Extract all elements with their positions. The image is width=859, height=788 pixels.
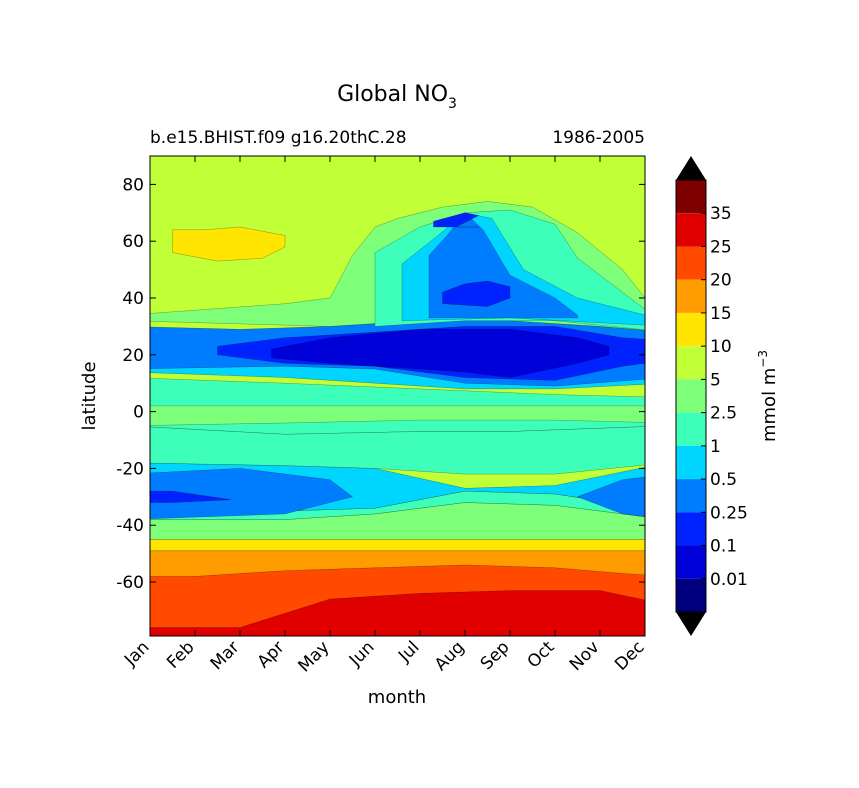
colorbar-tick-label: 0.01: [710, 570, 748, 590]
y-axis: 80 60 40 20 0 -20 -40 -60: [116, 175, 645, 593]
chart-title: Global NO3: [337, 82, 457, 112]
colorbar-tick-label: 0.5: [710, 470, 737, 490]
y-tick-label: 0: [133, 403, 144, 423]
colorbar-over-arrow: [676, 156, 706, 180]
colorbar-tick-label: 25: [710, 237, 732, 257]
colorbar-tick-label: 2.5: [710, 404, 737, 424]
colorbar-tick-label: 10: [710, 337, 732, 357]
colorbar-tick-label: 5: [710, 370, 721, 390]
band-2.5-5-equator: [150, 405, 645, 426]
colorbar-swatch: [676, 346, 706, 380]
colorbar-swatch: [676, 279, 706, 313]
colorbar-swatch: [676, 578, 706, 612]
x-tick-label: Aug: [431, 637, 469, 675]
colorbar-tick-label: 35: [710, 204, 732, 224]
band-0.25-0.5-south-east: [576, 476, 645, 517]
band-1-2.5-south-mid: [150, 426, 645, 475]
band-0.25-0.5-south-west: [150, 468, 353, 519]
colorbar-label-superscript: −3: [756, 350, 770, 368]
subtitle-right: 1986-2005: [552, 128, 645, 148]
plot-frame: [149, 155, 646, 637]
colorbar-swatch: [676, 445, 706, 480]
band-0.1-0.25-south: [150, 490, 232, 503]
subtitle-left: b.e15.BHIST.f09 g16.20thC.28: [150, 128, 407, 148]
y-tick-label: 80: [122, 175, 144, 195]
colorbar-swatch: [676, 312, 706, 347]
x-tick-label: Nov: [566, 637, 604, 675]
colorbar-swatch: [676, 246, 706, 280]
colorbar-label: mmol m−3: [756, 350, 780, 442]
x-axis-label: month: [368, 687, 426, 708]
x-tick-label: Feb: [163, 637, 198, 672]
band-25-35: [150, 590, 645, 636]
colorbar-swatch: [676, 412, 706, 446]
y-tick-label: 60: [122, 232, 144, 252]
y-tick-label: -40: [116, 516, 144, 536]
colorbar-tick-label: 1: [710, 437, 721, 457]
band-10-15: [150, 539, 645, 551]
colorbar-swatch: [676, 213, 706, 247]
y-tick-label: -20: [116, 459, 144, 479]
colorbar-frame: [675, 179, 707, 613]
x-tick-label: Sep: [477, 637, 514, 674]
contour-field: [150, 156, 645, 636]
colorbar-under-arrow: [676, 612, 706, 636]
y-tick-label: 40: [122, 289, 144, 309]
x-tick-label: Jul: [394, 637, 423, 666]
colorbar-swatch: [676, 180, 706, 214]
band-0.1-0.25-north-high: [433, 212, 480, 228]
colorbar-tick-label: 0.1: [710, 537, 737, 557]
colorbar-swatch: [676, 545, 706, 579]
colorbar-tick-label: 0.25: [710, 503, 748, 523]
colorbar-swatch: [676, 379, 706, 413]
band-10-15-north: [172, 226, 286, 262]
x-tick-label: Oct: [524, 637, 559, 672]
band-0.1-0.25-north-mid: [442, 280, 511, 307]
x-tick-label: Jan: [120, 637, 153, 670]
colorbar-swatch: [676, 512, 706, 546]
x-tick-label: May: [295, 637, 334, 676]
colorbar-swatch: [676, 479, 706, 513]
colorbar: 0.01 0.1 0.25 0.5 1 2.5 5 10 15 20 25 35: [675, 156, 748, 636]
y-tick-label: -60: [116, 573, 144, 593]
x-tick-label: Jun: [345, 637, 379, 671]
x-tick-label: Dec: [611, 637, 648, 674]
y-axis-label: latitude: [79, 361, 100, 430]
y-tick-label: 20: [122, 346, 144, 366]
chart-title-subscript: 3: [448, 96, 457, 112]
band-0.01-0.1-north: [271, 329, 610, 378]
x-tick-label: Apr: [254, 637, 289, 672]
colorbar-tick-label: 20: [710, 271, 732, 291]
colorbar-tick-label: 15: [710, 304, 732, 324]
x-tick-label: Mar: [207, 637, 244, 674]
